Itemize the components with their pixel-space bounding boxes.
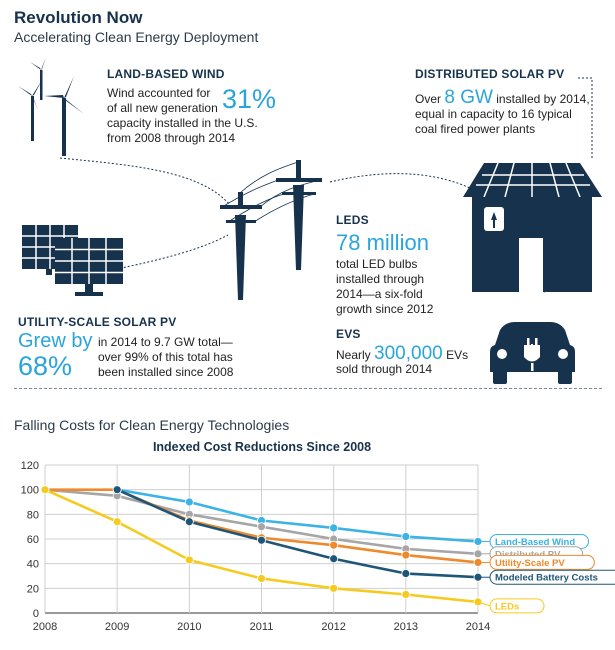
x-tick-label: 2008 <box>33 621 57 633</box>
leds-line1: total LED bulbs <box>336 257 418 271</box>
utility-pv-line1: in 2014 to 9.7 GW total— <box>98 335 233 349</box>
electric-car-icon <box>490 322 575 384</box>
utility-pv-heading: UTILITY-SCALE SOLAR PV <box>18 315 177 329</box>
evs-big-value: 300,000 <box>374 343 443 364</box>
wind-line4: from 2008 through 2014 <box>107 131 236 145</box>
data-point <box>112 517 122 527</box>
connector-wind <box>59 157 231 206</box>
data-point <box>257 535 266 545</box>
wind-big-value: 31% <box>222 84 277 114</box>
series-line <box>116 488 479 579</box>
data-point <box>401 590 411 599</box>
cost-reduction-chart: Indexed Cost Reductions Since 2008 0 20 40… <box>21 440 615 633</box>
data-point <box>40 485 50 495</box>
leds-line3: 2014—a six-fold <box>336 287 423 301</box>
y-tick-label: 100 <box>21 485 39 497</box>
legend-item: Modeled Battery Costs <box>478 569 615 585</box>
y-tick-label: 40 <box>27 559 39 571</box>
leds-line4: growth since 2012 <box>336 302 434 316</box>
wind-line1: Wind accounted for <box>107 86 211 100</box>
data-point <box>257 522 266 532</box>
data-point <box>184 497 194 507</box>
connector-house <box>329 173 471 189</box>
distributed-pv-line3: coal fired power plants <box>415 122 536 136</box>
evs-pre: Nearly <box>336 348 371 362</box>
data-point <box>329 523 339 533</box>
page-title: Revolution Now <box>14 8 143 27</box>
data-point <box>184 517 194 527</box>
wind-heading: LAND-BASED WIND <box>107 67 225 81</box>
data-point <box>401 532 411 541</box>
utility-pv-line2: over 99% of this total has <box>98 350 233 364</box>
evs-heading: EVS <box>336 327 361 341</box>
x-tick-label: 2014 <box>466 621 490 633</box>
leds-line2: installed through <box>336 272 425 286</box>
distributed-pv-heading: DISTRIBUTED SOLAR PV <box>415 67 565 81</box>
distributed-pv-line2: equal in capacity to 16 typical <box>415 107 572 121</box>
x-tick-label: 2011 <box>250 621 274 633</box>
utility-pv-big-value: 68% <box>18 351 73 381</box>
data-point <box>329 583 339 593</box>
wind-line2: of all new generation <box>107 101 218 115</box>
utility-pv-big-label: Grew by <box>18 330 93 352</box>
connector-solar <box>111 234 229 271</box>
section-title: Falling Costs for Clean Energy Technolog… <box>14 417 290 433</box>
data-point <box>329 540 339 550</box>
distributed-pv-big-value: 8 GW <box>444 87 493 108</box>
legend-label: Utility-Scale PV <box>495 558 565 569</box>
leds-heading: LEDS <box>336 213 369 227</box>
legend-label: Modeled Battery Costs <box>495 573 598 584</box>
x-tick-label: 2010 <box>177 621 201 633</box>
distributed-pv-post: installed by 2014, <box>496 92 590 106</box>
chart-title: Indexed Cost Reductions Since 2008 <box>153 440 371 454</box>
x-tick-label: 2009 <box>105 621 129 633</box>
evs-line1: Nearly 300,000 EVs <box>336 344 468 364</box>
distributed-pv-line1: Over 8 GW installed by 2014, <box>415 88 590 108</box>
legend-label: Distributed PV <box>495 549 561 560</box>
x-tick-label: 2012 <box>321 621 345 633</box>
data-point <box>401 550 411 560</box>
legend-label: LEDs <box>495 601 519 612</box>
leds-big-value: 78 million <box>336 230 429 255</box>
illustration <box>18 57 602 384</box>
evs-line2: sold through 2014 <box>336 362 433 376</box>
y-tick-label: 20 <box>27 583 39 595</box>
data-point <box>184 555 194 565</box>
data-point <box>401 569 411 578</box>
y-tick-label: 0 <box>33 608 39 620</box>
wind-line3: capacity installed in the U.S. <box>107 116 258 130</box>
distributed-pv-pre: Over <box>415 92 442 106</box>
evs-post: EVs <box>446 348 469 362</box>
wind-turbines-icon <box>18 57 84 156</box>
y-tick-label: 80 <box>27 509 39 521</box>
data-point <box>257 574 266 583</box>
data-point <box>329 554 339 564</box>
legend-item: Utility-Scale PV <box>478 554 595 570</box>
solar-panels-icon <box>22 225 123 296</box>
page-subtitle: Accelerating Clean Energy Deployment <box>14 29 259 45</box>
y-tick-label: 60 <box>27 534 39 546</box>
connector-distpv-text <box>578 77 593 160</box>
x-tick-label: 2013 <box>394 621 418 633</box>
series-line <box>116 488 479 543</box>
utility-pv-line3: been installed since 2008 <box>98 365 234 379</box>
y-tick-label: 120 <box>21 460 39 472</box>
legend-label: Land-Based Wind <box>495 537 575 548</box>
transmission-towers-icon <box>220 160 322 300</box>
section-divider <box>14 388 602 389</box>
house-icon <box>463 162 602 292</box>
legend-item: LEDs <box>477 598 545 614</box>
data-point <box>112 485 122 495</box>
